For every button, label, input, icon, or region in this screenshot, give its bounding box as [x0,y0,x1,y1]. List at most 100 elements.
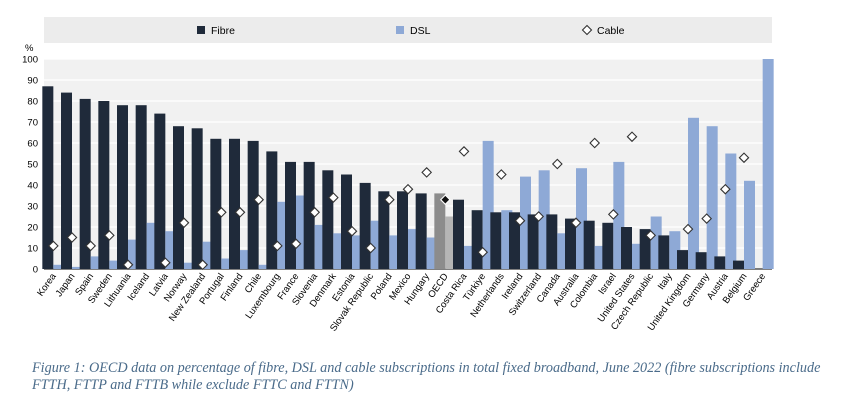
cable-marker [551,158,563,170]
fibre-bar [434,193,446,269]
dsl-bar [277,201,289,269]
cable-marker [626,131,638,143]
dsl-bar [445,216,457,269]
legend-label: Cable [597,25,625,37]
cable-marker [197,259,209,271]
dsl-bar [464,245,475,269]
dsl-bar [762,59,774,269]
legend-label: Fibre [211,25,235,37]
dsl-bar [613,161,625,269]
fibre-bar [98,101,110,269]
dsl-bar [146,222,158,269]
fibre-bar [546,214,558,269]
x-tick-label: Japan [54,271,78,299]
y-unit-label: % [25,43,34,54]
cable-marker [719,183,731,195]
cable-marker [253,194,265,206]
dsl-bar [109,260,121,269]
fibre-bar [135,105,147,269]
cable-marker [514,215,526,227]
fibre-bar [583,220,595,269]
cable-marker [309,206,321,218]
fibre-bar [527,214,539,269]
fibre-bar [79,98,91,270]
fibre-bar [173,126,184,269]
fibre-bar [42,86,54,269]
cable-marker [66,232,78,243]
cable-marker [570,217,582,229]
fibre-bar [210,138,222,269]
dsl-bar [72,266,83,269]
y-tick-label: 70 [27,118,38,129]
fibre-bar [695,252,707,269]
y-tick-label: 30 [27,202,38,213]
fibre-bar [490,212,502,269]
fibre-bar [285,161,296,269]
fibre-bar [621,227,632,269]
dsl-bar [538,170,550,269]
cable-marker [85,240,97,252]
fibre-bar [117,105,128,269]
dsl-bar [557,233,569,269]
fibre-bar [677,250,688,269]
cable-marker [290,238,302,250]
cable-marker [383,194,395,206]
broadband-chart: 0102030405060708090100%KoreaJapanSpainSw… [22,17,774,334]
legend-label: DSL [410,25,431,37]
cable-marker [495,169,507,180]
cable-marker [215,206,227,218]
y-tick-label: 20 [27,223,38,234]
fibre-bar [471,210,483,269]
cable-marker [271,240,283,252]
fibre-bar [191,128,203,269]
cable-marker [159,257,171,269]
dsl-bar [650,216,662,269]
dsl-bar [370,220,382,269]
legend-swatch [197,26,205,34]
dsl-bar [184,262,195,269]
dsl-bar [482,140,494,269]
fibre-bar [229,138,240,269]
dsl-bar [389,235,401,269]
dsl-bar [408,229,419,269]
dsl-bar [202,241,214,269]
dsl-bar [426,237,438,269]
cable-marker [682,223,694,235]
dsl-bar [669,231,681,269]
fibre-bar [509,212,520,269]
dsl-bar [221,258,233,269]
fibre-bar [303,161,315,269]
y-tick-label: 60 [27,139,38,150]
cable-marker [178,217,190,229]
legend-area [44,17,772,43]
dsl-bar [333,233,345,269]
fibre-bar [453,199,464,269]
fibre-bar [397,191,408,269]
cable-marker [607,209,619,220]
fibre-bar [714,256,726,269]
cable-marker [533,211,545,222]
dsl-bar [594,245,606,269]
y-tick-label: 80 [27,97,38,108]
legend-marker [581,24,593,36]
dsl-bar [53,264,65,269]
y-tick-label: 40 [27,181,38,192]
figure-caption: Figure 1: OECD data on percentage of fib… [32,360,821,393]
y-tick-label: 50 [27,160,38,171]
cable-marker [458,146,470,157]
fibre-bar [733,260,744,269]
fibre-bar [602,222,614,269]
fibre-bar [247,140,259,269]
fibre-bar [61,92,72,269]
dsl-bar [258,264,270,269]
dsl-bar [632,243,643,269]
dsl-bar [688,117,699,269]
cable-marker [122,259,134,271]
dsl-bar [520,176,531,269]
fibre-bar [359,182,371,269]
dsl-bar [90,256,102,269]
y-tick-label: 100 [22,55,38,66]
cable-marker [439,194,451,206]
cable-marker [738,152,750,164]
dsl-bar [352,235,363,269]
